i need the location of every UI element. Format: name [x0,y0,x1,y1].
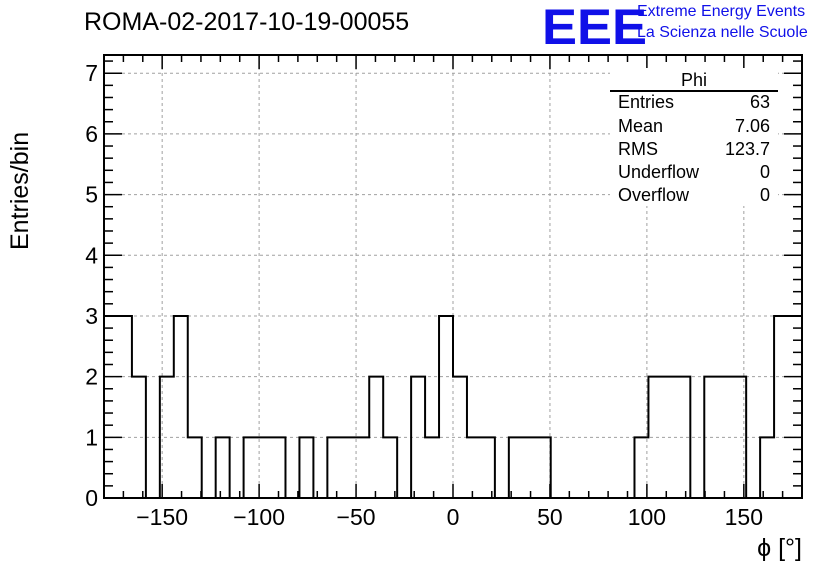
histogram-bin [188,437,202,498]
histogram-bin [774,316,788,498]
histogram-bin [299,437,313,498]
stats-box: Phi Entries 63 Mean 7.06 RMS 123.7 Under… [610,68,778,206]
stats-label: Entries [618,92,675,112]
histogram-bin [118,316,132,498]
y-tick-label: 5 [85,182,98,208]
histogram-bin [341,437,355,498]
x-tick-label: 150 [725,504,763,530]
stats-label: Mean [618,116,664,136]
histogram-bin [523,437,537,498]
stats-label: RMS [618,139,658,159]
tick-labels: −150 −100 −50 0 50 100 150 0 1 2 3 4 5 6 7 [85,60,763,530]
histogram-bin [509,437,523,498]
stats-separator [610,90,778,92]
histogram-bin [383,437,397,498]
stats-value: 123.7 [724,139,770,159]
y-tick-label: 7 [85,60,98,86]
x-tick-label: −150 [136,504,188,530]
y-tick-label: 4 [85,242,98,268]
x-tick-label: 100 [628,504,666,530]
stats-row-overflow: Overflow 0 [618,185,770,207]
histogram-bin [467,437,481,498]
eee-logo: EEE [542,0,648,55]
y-tick-label: 1 [85,424,98,450]
histogram-bin [760,437,774,498]
x-tick-label: 0 [447,504,460,530]
histogram-bin [174,316,188,498]
stats-row-mean: Mean 7.06 [618,116,770,138]
histogram-bin [788,316,802,498]
stats-title: Phi [680,70,707,90]
stats-label: Overflow [618,185,690,205]
stats-value: 0 [759,162,770,182]
x-tick-label: −50 [337,504,376,530]
stats-value: 7.06 [734,116,770,136]
histogram-bin [537,437,551,498]
histogram-bin [244,437,258,498]
x-tick-label: −100 [233,504,285,530]
y-tick-label: 6 [85,121,98,147]
x-axis-label: ϕ [°] [757,534,802,562]
histogram-bin [104,316,118,498]
histogram-bin [439,316,453,498]
histogram-bin [481,437,495,498]
stats-label: Underflow [618,162,700,182]
histogram-bin [355,437,369,498]
histogram-bin [216,437,230,498]
axis-ticks [104,55,802,498]
stats-row-rms: RMS 123.7 [618,139,770,161]
logo-subtitle-line1: Extreme Energy Events [637,3,806,20]
y-tick-label: 3 [85,303,98,329]
plot-title: ROMA-02-2017-10-19-00055 [84,8,410,36]
histogram-bin [327,437,341,498]
stats-row-underflow: Underflow 0 [618,162,770,184]
stats-row-entries: Entries 63 [618,92,770,114]
stats-value: 63 [749,92,770,112]
histogram-bin [272,437,286,498]
x-tick-label: 50 [537,504,563,530]
logo-subtitle-line2: La Scienza nelle Scuole [637,24,808,41]
stats-value: 0 [759,185,770,205]
histogram-bin [425,437,439,498]
y-tick-label: 2 [85,364,98,390]
y-axis-label: Entries/bin [6,131,34,250]
y-tick-label: 0 [85,485,98,511]
